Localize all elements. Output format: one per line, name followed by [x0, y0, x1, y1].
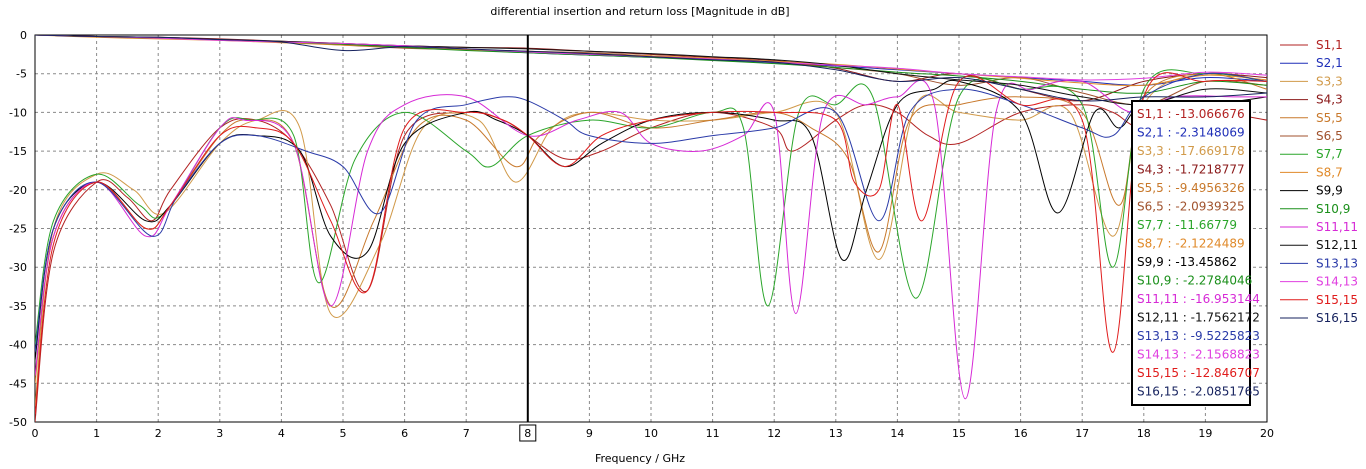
legend-label: S12,11: [1316, 238, 1358, 252]
readout-row: S12,11 : -1.7562172: [1137, 311, 1260, 325]
x-tick-label: 10: [644, 427, 658, 440]
series-line-S12-11: [35, 35, 1267, 106]
legend-label: S4,3: [1316, 93, 1343, 107]
y-tick-label: -40: [9, 339, 27, 352]
x-tick-label: 17: [1075, 427, 1089, 440]
series-line-S11-11: [35, 79, 1267, 400]
series-line-S5-5: [35, 73, 1267, 384]
series-line-S7-7: [35, 69, 1267, 345]
x-tick-label: 13: [829, 427, 843, 440]
x-tick-label: 19: [1198, 427, 1212, 440]
x-tick-label: 11: [706, 427, 720, 440]
series-line-S3-3: [35, 72, 1267, 407]
legend-label: S11,11: [1316, 220, 1358, 234]
series-line-S1-1: [35, 103, 1267, 422]
x-tick-label: 6: [401, 427, 408, 440]
x-tick-label: 1: [93, 427, 100, 440]
chart-title: differential insertion and return loss […: [490, 5, 789, 18]
frequency-marker[interactable]: 8: [519, 35, 537, 442]
readout-row: S14,13 : -2.1568823: [1137, 348, 1260, 362]
readout-row: S13,13 : -9.5225823: [1137, 329, 1260, 343]
x-tick-label: 7: [463, 427, 470, 440]
x-axis-title: Frequency / GHz: [595, 452, 685, 465]
legend-label: S2,1: [1316, 56, 1343, 70]
y-tick-label: -25: [9, 223, 27, 236]
readout-row: S5,5 : -9.4956326: [1137, 181, 1245, 195]
legend-label: S7,7: [1316, 147, 1343, 161]
y-tick-label: -5: [16, 68, 27, 81]
series-line-S15-15: [35, 72, 1267, 415]
readout-row: S8,7 : -2.1224489: [1137, 237, 1245, 251]
marker-readout-box: S1,1 : -13.066676 S2,1 : -2.3148069 S3,3 :…: [1131, 100, 1260, 406]
plot-area: [34, 34, 1268, 423]
y-tick-label: 0: [20, 29, 27, 42]
legend-label: S15,15: [1316, 293, 1358, 307]
y-tick-label: -30: [9, 261, 27, 274]
legend-label: S16,15: [1316, 311, 1358, 325]
axis-ticks: 0 1 2 3 4 5 6 7 9 10 11 12 13 14 15 16 17 18 19 200-5-10-15…: [9, 29, 1274, 440]
x-tick-label: 5: [340, 427, 347, 440]
y-tick-label: -50: [9, 416, 27, 429]
readout-row: S3,3 : -17.669178: [1137, 144, 1245, 158]
readout-row: S1,1 : -13.066676: [1137, 107, 1245, 121]
x-tick-label: 2: [155, 427, 162, 440]
y-tick-label: -20: [9, 184, 27, 197]
x-tick-label: 0: [32, 427, 39, 440]
marker-label: 8: [524, 427, 531, 440]
readout-row: S16,15 : -2.0851765: [1137, 385, 1260, 399]
x-tick-label: 12: [767, 427, 781, 440]
x-tick-label: 15: [952, 427, 966, 440]
x-tick-label: 3: [216, 427, 223, 440]
x-tick-label: 18: [1137, 427, 1151, 440]
readout-row: S6,5 : -2.0939325: [1137, 200, 1245, 214]
marker-label-box[interactable]: [519, 424, 537, 442]
readout-box-frame: [1131, 100, 1251, 406]
legend-label: S8,7: [1316, 165, 1343, 179]
readout-row: S15,15 : -12.846707: [1137, 366, 1260, 380]
readout-row: S10,9 : -2.2784046: [1137, 274, 1252, 288]
readout-row: S2,1 : -2.3148069: [1137, 126, 1245, 140]
x-tick-label: 14: [890, 427, 904, 440]
legend-label: S5,5: [1316, 111, 1343, 125]
legend-label: S13,13: [1316, 256, 1358, 270]
x-tick-label: 16: [1014, 427, 1028, 440]
series-line-S4-3: [35, 35, 1267, 102]
series-lines: [35, 35, 1267, 422]
legend: S1,1 S2,1 S3,3 S4,3 S5,5 S6,5 S7,7 S8,7 S9,9 S10,…: [1280, 38, 1358, 325]
legend-label: S3,3: [1316, 74, 1343, 88]
y-tick-label: -15: [9, 145, 27, 158]
readout-row: S9,9 : -13.45862: [1137, 255, 1237, 269]
legend-label: S14,13: [1316, 275, 1358, 289]
x-tick-label: 4: [278, 427, 285, 440]
y-tick-label: -35: [9, 300, 27, 313]
readout-row: S4,3 : -1.7218777: [1137, 163, 1245, 177]
y-tick-label: -45: [9, 377, 27, 390]
series-line-S16-15: [35, 35, 1267, 102]
x-tick-label: 9: [586, 427, 593, 440]
legend-label: S1,1: [1316, 38, 1343, 52]
y-tick-label: -10: [9, 106, 27, 119]
readout-row: S11,11 : -16.953144: [1137, 292, 1260, 306]
series-line-S6-5: [35, 35, 1267, 106]
legend-label: S6,5: [1316, 129, 1343, 143]
readout-row: S7,7 : -11.66779: [1137, 218, 1237, 232]
legend-label: S10,9: [1316, 202, 1350, 216]
x-tick-label: 20: [1260, 427, 1274, 440]
legend-label: S9,9: [1316, 184, 1343, 198]
